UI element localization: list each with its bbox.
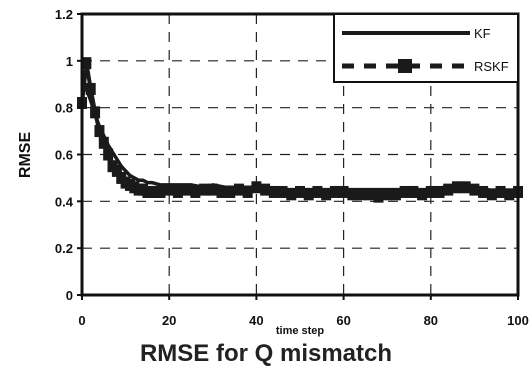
data-point-rskf — [98, 136, 109, 149]
series-layer — [77, 57, 523, 203]
data-point-rskf — [260, 183, 271, 196]
grid-lines — [82, 14, 518, 295]
y-axis-label: RMSE — [17, 132, 34, 179]
data-point-rskf — [460, 181, 471, 194]
data-point-rskf — [408, 185, 419, 198]
data-point-rskf — [94, 125, 105, 138]
chart-caption: RMSE for Q mismatch — [139, 340, 393, 367]
y-tick-label: 1 — [66, 54, 73, 69]
x-tick-label: 80 — [424, 313, 438, 328]
data-point-rskf — [478, 185, 489, 198]
rmse-line-chart: 0 0.2 0.4 0.6 0.8 1 1.2 0 20 40 60 80 100 RMSE time… — [17, 7, 529, 337]
data-point-rskf — [417, 188, 428, 201]
data-point-rskf — [425, 185, 436, 198]
x-tick-label: 40 — [249, 313, 263, 328]
legend-label-rskf: RSKF — [474, 59, 509, 74]
legend: KF RSKF — [333, 13, 519, 83]
data-point-rskf — [329, 185, 340, 198]
data-point-rskf — [373, 190, 384, 203]
data-point-rskf — [434, 185, 445, 198]
data-point-rskf — [251, 181, 262, 194]
data-point-rskf — [190, 185, 201, 198]
data-point-rskf — [504, 188, 515, 201]
legend-box — [333, 13, 519, 83]
data-point-rskf — [295, 185, 305, 198]
data-point-rskf — [356, 188, 367, 201]
data-point-rskf — [451, 181, 462, 194]
data-point-rskf — [277, 185, 288, 198]
data-point-rskf — [364, 188, 375, 201]
data-point-rskf — [495, 185, 506, 198]
y-tick-label: 0.8 — [55, 101, 73, 116]
data-point-rskf — [81, 57, 92, 70]
data-point-rskf — [486, 188, 497, 201]
legend-marker-rskf — [398, 59, 412, 73]
x-tick-label: 60 — [336, 313, 350, 328]
data-point-rskf — [216, 185, 227, 198]
data-point-rskf — [225, 185, 236, 198]
x-tick-label: 100 — [507, 313, 529, 328]
y-tick-label: 1.2 — [55, 7, 73, 22]
legend-label-kf: KF — [474, 26, 491, 41]
data-point-rskf — [399, 185, 410, 198]
y-tick-label: 0.6 — [55, 148, 73, 163]
data-point-rskf — [286, 188, 297, 201]
data-point-rskf — [90, 106, 101, 119]
data-point-rskf — [85, 82, 96, 95]
y-tick-label: 0.4 — [55, 194, 74, 209]
data-point-rskf — [181, 183, 192, 196]
data-point-rskf — [242, 185, 253, 198]
x-tick-labels: 0 20 40 60 80 100 — [78, 295, 529, 328]
data-point-rskf — [312, 185, 323, 198]
data-point-rskf — [199, 183, 210, 196]
data-point-rskf — [338, 185, 349, 198]
data-point-rskf — [233, 183, 244, 196]
data-point-rskf — [207, 183, 218, 196]
x-axis-label: time step — [276, 325, 325, 337]
data-point-rskf — [443, 183, 454, 196]
data-point-rskf — [111, 164, 122, 177]
data-point-rskf — [164, 183, 175, 196]
y-tick-label: 0 — [66, 288, 73, 303]
data-point-rskf — [321, 188, 332, 201]
data-point-rskf — [469, 183, 480, 196]
x-tick-label: 0 — [78, 313, 85, 328]
x-tick-label: 20 — [162, 313, 176, 328]
data-point-rskf — [347, 188, 358, 201]
y-tick-labels: 0 0.2 0.4 0.6 0.8 1 1.2 — [55, 7, 82, 303]
data-point-rskf — [172, 185, 183, 198]
data-point-rskf — [103, 148, 114, 161]
data-point-rskf — [390, 188, 401, 201]
data-point-rskf — [303, 188, 314, 201]
data-point-rskf — [268, 185, 279, 198]
data-point-rskf — [155, 185, 166, 198]
y-tick-label: 0.2 — [55, 241, 73, 256]
data-point-rskf — [382, 188, 393, 201]
